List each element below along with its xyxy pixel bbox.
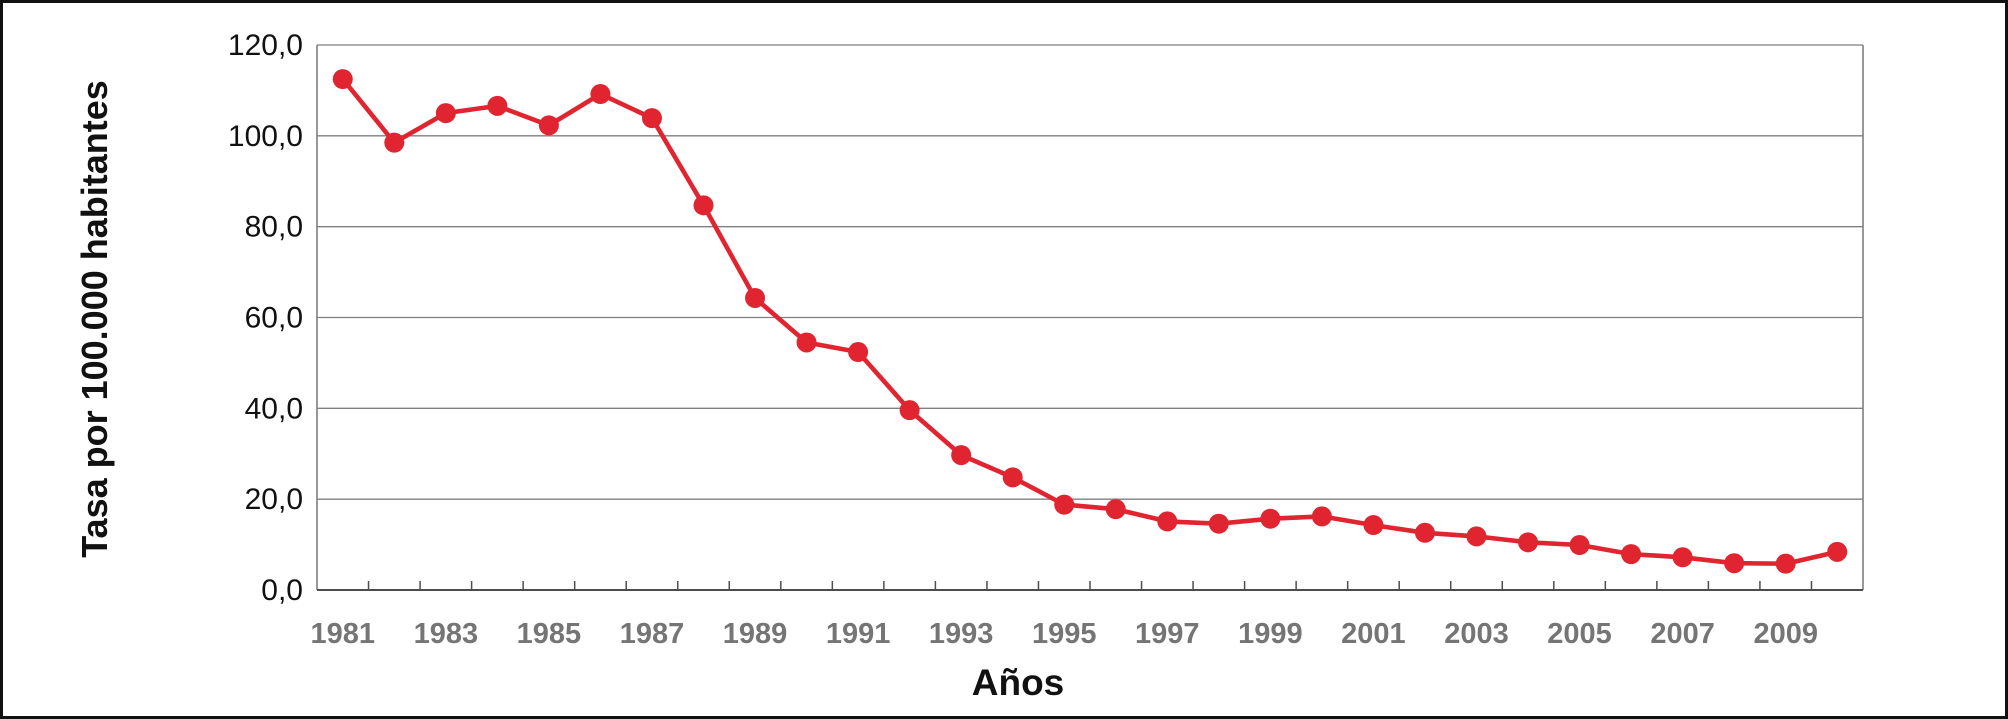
data-point [332, 69, 353, 90]
y-tick-label: 80,0 [245, 211, 303, 244]
y-tick-label: 20,0 [245, 483, 303, 516]
x-tick-label: 1993 [929, 618, 994, 650]
data-point [1518, 532, 1539, 553]
y-axis-title: Tasa por 100.000 habitantes [74, 80, 115, 558]
x-tick-label: 1985 [517, 618, 582, 650]
x-tick-label: 1983 [414, 618, 479, 650]
data-point [1672, 547, 1693, 568]
x-tick-label: 2005 [1547, 618, 1612, 650]
data-point [384, 132, 405, 153]
data-point [1363, 515, 1384, 536]
data-point [951, 445, 972, 466]
data-point [435, 103, 456, 124]
x-tick-label: 1997 [1135, 618, 1200, 650]
data-line [340, 76, 1840, 567]
data-point [1002, 467, 1023, 488]
data-point [1466, 526, 1487, 547]
y-tick-label: 120,0 [228, 29, 303, 62]
data-point [641, 108, 662, 129]
data-point [1105, 499, 1126, 520]
data-point [1621, 544, 1642, 565]
x-tick-label: 1981 [311, 618, 376, 650]
data-point [1775, 553, 1796, 574]
plot-area: 0,0 20,0 40,0 60,0 80,0 100,0 120,0 1981 1983 198… [228, 29, 1864, 650]
data-point [848, 342, 869, 363]
data-point [693, 195, 714, 216]
data-point [487, 95, 508, 116]
data-point [538, 115, 559, 136]
x-tick-label: 2001 [1341, 618, 1406, 650]
x-tick-label: 1995 [1032, 618, 1097, 650]
data-point [1827, 541, 1848, 562]
y-tick-label: 0,0 [261, 574, 303, 607]
data-point [1157, 511, 1178, 532]
data-point [796, 332, 817, 353]
y-tick-label: 40,0 [245, 392, 303, 425]
data-point [1260, 508, 1281, 529]
data-point [1724, 553, 1745, 574]
x-tick-label: 2003 [1444, 618, 1509, 650]
x-tick-label: 1989 [723, 618, 788, 650]
data-point [1311, 506, 1332, 527]
x-tick-label: 1991 [826, 618, 891, 650]
data-point [745, 287, 766, 308]
x-tick-label: 2009 [1753, 618, 1818, 650]
x-tick-label: 2007 [1650, 618, 1715, 650]
x-tick-label: 1987 [620, 618, 685, 650]
data-point [590, 84, 611, 105]
y-tick-label: 60,0 [245, 302, 303, 335]
x-tick-label: 1999 [1238, 618, 1303, 650]
data-point [899, 400, 920, 421]
data-point [1054, 494, 1075, 515]
x-axis-title: Años [971, 662, 1065, 703]
y-tick-label: 100,0 [228, 120, 303, 153]
data-point [1414, 522, 1435, 543]
data-point [1569, 535, 1590, 556]
data-point [1208, 513, 1229, 534]
